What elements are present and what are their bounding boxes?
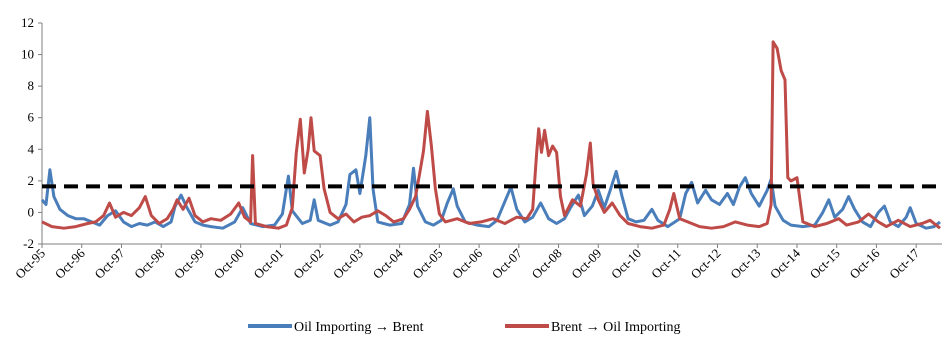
x-tick-label: Oct-12 (687, 246, 723, 282)
series-line-brent-to-oil-importing (41, 40, 941, 230)
x-tick-label: Oct-04 (370, 245, 406, 281)
x-tick-label: Oct-08 (529, 246, 565, 282)
x-tick-label: Oct-00 (211, 246, 247, 282)
x-tick-label: Oct-16 (846, 245, 882, 281)
x-tick-label: Oct-05 (409, 246, 445, 282)
x-tick-label: Oct-99 (171, 246, 207, 282)
x-tick-label: Oct-97 (91, 245, 127, 281)
y-tick-label: 8 (28, 78, 35, 93)
x-tick-label: Oct-17 (886, 245, 922, 281)
x-tick-label: Oct-09 (568, 246, 604, 282)
y-tick-label: 6 (28, 110, 35, 125)
x-tick-label: Oct-11 (648, 246, 684, 282)
x-tick-label: Oct-13 (727, 246, 763, 282)
x-tick-label: Oct-02 (290, 246, 326, 282)
x-tick-label: Oct-15 (807, 246, 843, 282)
y-tick-label: 2 (28, 173, 35, 188)
x-tick-label: Oct-07 (489, 245, 525, 281)
x-tick-label: Oct-96 (52, 245, 88, 281)
y-tick-label: 10 (21, 47, 34, 62)
series-line-oil-importing-to-brent (40, 116, 941, 230)
series-layer (40, 40, 941, 230)
y-tick-label: 4 (28, 141, 35, 156)
x-tick-label: Oct-98 (131, 246, 167, 282)
x-tick-label: Oct-14 (767, 245, 803, 281)
x-axis: Oct-95 Oct-96 Oct-97 Oct-98 Oct-99 Oct-00 Oct-… (12, 243, 942, 282)
x-tick-label: Oct-03 (330, 246, 366, 282)
x-tick-label: Oct-01 (250, 246, 286, 282)
y-tick-label: -2 (23, 236, 34, 251)
y-tick-label: 0 (28, 204, 35, 219)
legend-label-oil-importing-to-brent: Oil Importing → Brent (294, 320, 424, 335)
x-tick-label: Oct-06 (449, 245, 485, 281)
legend-label-brent-to-oil-importing: Brent → Oil Importing (551, 320, 681, 335)
x-tick-label: Oct-10 (608, 246, 644, 282)
y-axis: -2 0 2 4 6 8 10 12 (21, 15, 43, 251)
y-tick-label: 12 (21, 15, 34, 30)
legend: Oil Importing → Brent Brent → Oil Importi… (248, 320, 681, 335)
